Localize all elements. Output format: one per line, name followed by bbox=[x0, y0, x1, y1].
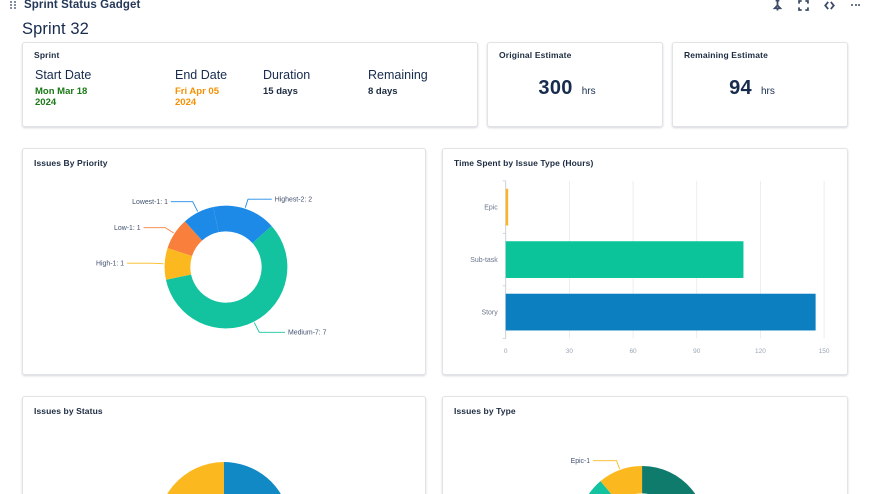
pie-slice-label: High-1: 1 bbox=[96, 261, 124, 268]
pie-slice-label: Low-1: 1 bbox=[114, 225, 141, 232]
y-tick-labels: Epic Sub-task Story bbox=[470, 205, 498, 317]
y-tick-label: Sub-task bbox=[470, 257, 498, 264]
y-tick-label: Epic bbox=[484, 205, 498, 212]
pie-leader-line bbox=[143, 227, 174, 234]
start-date-value: Mon Mar 18 2024 bbox=[35, 86, 88, 108]
bars bbox=[505, 188, 816, 331]
pie-slice[interactable] bbox=[165, 225, 288, 329]
remaining-value: 8 days bbox=[368, 86, 398, 97]
issues-by-status-title: Issues by Status bbox=[34, 406, 103, 416]
pie-slice[interactable] bbox=[184, 206, 219, 241]
sprint-end-date: End Date Fri Apr 05 2024 bbox=[175, 67, 263, 108]
issues-by-type-panel: Issues by Type Story-5Epic-1 bbox=[442, 396, 848, 494]
pie-leader-line bbox=[244, 198, 272, 208]
pie-slice[interactable] bbox=[577, 481, 629, 494]
time-spent-by-issue-type-panel: Time Spent by Issue Type (Hours) Epic Sub… bbox=[442, 148, 848, 375]
end-date-title: End Date bbox=[175, 68, 228, 82]
maximize-icon[interactable] bbox=[797, 0, 810, 12]
bar[interactable] bbox=[505, 188, 509, 226]
issues-by-status-chart: In Progress-4To Do-5 bbox=[23, 415, 425, 494]
time-spent-title: Time Spent by Issue Type (Hours) bbox=[454, 158, 594, 168]
collapse-icon[interactable] bbox=[823, 0, 836, 12]
pie-slice-label: Lowest-1: 1 bbox=[132, 199, 168, 206]
pie-leader-line bbox=[593, 460, 621, 470]
issues-by-type-chart: Story-5Epic-1 bbox=[443, 415, 847, 494]
start-date-title: Start Date bbox=[35, 68, 92, 82]
issues-by-priority-panel: Issues By Priority Highest-2: 2 Medium-7:… bbox=[22, 148, 426, 375]
remaining-estimate-card: Remaining Estimate 94 hrs bbox=[672, 42, 848, 127]
gadget-actions bbox=[771, 0, 862, 12]
pie-slice-label: Epic-1 bbox=[571, 458, 591, 465]
x-tick-label: 90 bbox=[693, 348, 701, 355]
pie-leader-line bbox=[253, 322, 286, 333]
remaining-estimate-label: Remaining Estimate bbox=[684, 50, 768, 60]
duration-title: Duration bbox=[263, 68, 311, 82]
pie-slice[interactable] bbox=[213, 205, 272, 244]
original-estimate-value: 300 bbox=[538, 77, 573, 99]
x-tick-label: 150 bbox=[819, 348, 830, 355]
pie-slice[interactable] bbox=[620, 465, 707, 494]
original-estimate-label: Original Estimate bbox=[499, 50, 572, 60]
x-tick-label: 60 bbox=[629, 348, 637, 355]
bar[interactable] bbox=[505, 241, 744, 278]
pie-slices bbox=[577, 465, 707, 494]
page-title: Sprint 32 bbox=[22, 20, 89, 38]
pie-labels: Highest-2: 2 Medium-7: 7 High-1: 1 Low-1: 1… bbox=[96, 197, 327, 337]
sprint-start-date: Start Date Mon Mar 18 2024 bbox=[35, 67, 175, 108]
remaining-estimate-unit: hrs bbox=[760, 86, 775, 97]
x-tick-label: 30 bbox=[566, 348, 574, 355]
pie-slice[interactable] bbox=[224, 462, 291, 494]
pie-slice[interactable] bbox=[164, 248, 193, 280]
remaining-estimate-value: 94 bbox=[729, 77, 752, 99]
pie-leader-line bbox=[127, 262, 164, 265]
issues-by-type-title: Issues by Type bbox=[454, 406, 516, 416]
drag-handle-icon[interactable] bbox=[10, 0, 18, 11]
gadget-title-bar: Sprint Status Gadget bbox=[0, 0, 870, 14]
issues-by-priority-chart: Highest-2: 2 Medium-7: 7 High-1: 1 Low-1: 1… bbox=[23, 167, 425, 374]
sprint-duration: Duration 15 days bbox=[263, 67, 368, 108]
duration-value: 15 days bbox=[263, 86, 298, 97]
x-tick-label: 120 bbox=[755, 348, 766, 355]
remaining-title: Remaining bbox=[368, 68, 428, 82]
pie-slice-label: Medium-7: 7 bbox=[288, 330, 327, 337]
time-spent-chart: Epic Sub-task Story 0 30 60 90 120 150 bbox=[443, 167, 847, 374]
pie-slices bbox=[157, 462, 291, 494]
more-options-icon[interactable] bbox=[849, 0, 862, 12]
original-estimate-card: Original Estimate 300 hrs bbox=[487, 42, 663, 127]
remaining-estimate-row: 94 hrs bbox=[673, 77, 831, 100]
pie-slices bbox=[164, 205, 288, 329]
gadget-title: Sprint Status Gadget bbox=[24, 0, 141, 11]
pie-slice-label: Highest-2: 2 bbox=[275, 197, 312, 204]
y-tick-label: Story bbox=[481, 310, 498, 317]
original-estimate-unit: hrs bbox=[581, 86, 596, 97]
issues-by-priority-title: Issues By Priority bbox=[34, 158, 108, 168]
sprint-columns: Start Date Mon Mar 18 2024 End Date Fri … bbox=[35, 67, 469, 108]
pie-leader-line bbox=[170, 201, 199, 212]
sprint-remaining: Remaining 8 days bbox=[368, 67, 478, 108]
pie-labels: Story-5Epic-1 bbox=[571, 458, 621, 470]
x-tick-label: 0 bbox=[504, 348, 508, 355]
x-tick-labels: 0 30 60 90 120 150 bbox=[504, 348, 830, 355]
pie-slice[interactable] bbox=[600, 465, 643, 494]
pie-slice[interactable] bbox=[157, 462, 246, 494]
pin-icon[interactable] bbox=[771, 0, 784, 12]
bar[interactable] bbox=[505, 293, 816, 331]
end-date-value: Fri Apr 05 2024 bbox=[175, 86, 219, 108]
sprint-summary-card: Sprint Start Date Mon Mar 18 2024 End Da… bbox=[22, 42, 478, 127]
pie-slice[interactable] bbox=[167, 221, 203, 257]
sprint-card-label: Sprint bbox=[34, 50, 60, 60]
original-estimate-row: 300 hrs bbox=[488, 77, 646, 100]
issues-by-status-panel: Issues by Status In Progress-4To Do-5 bbox=[22, 396, 426, 494]
